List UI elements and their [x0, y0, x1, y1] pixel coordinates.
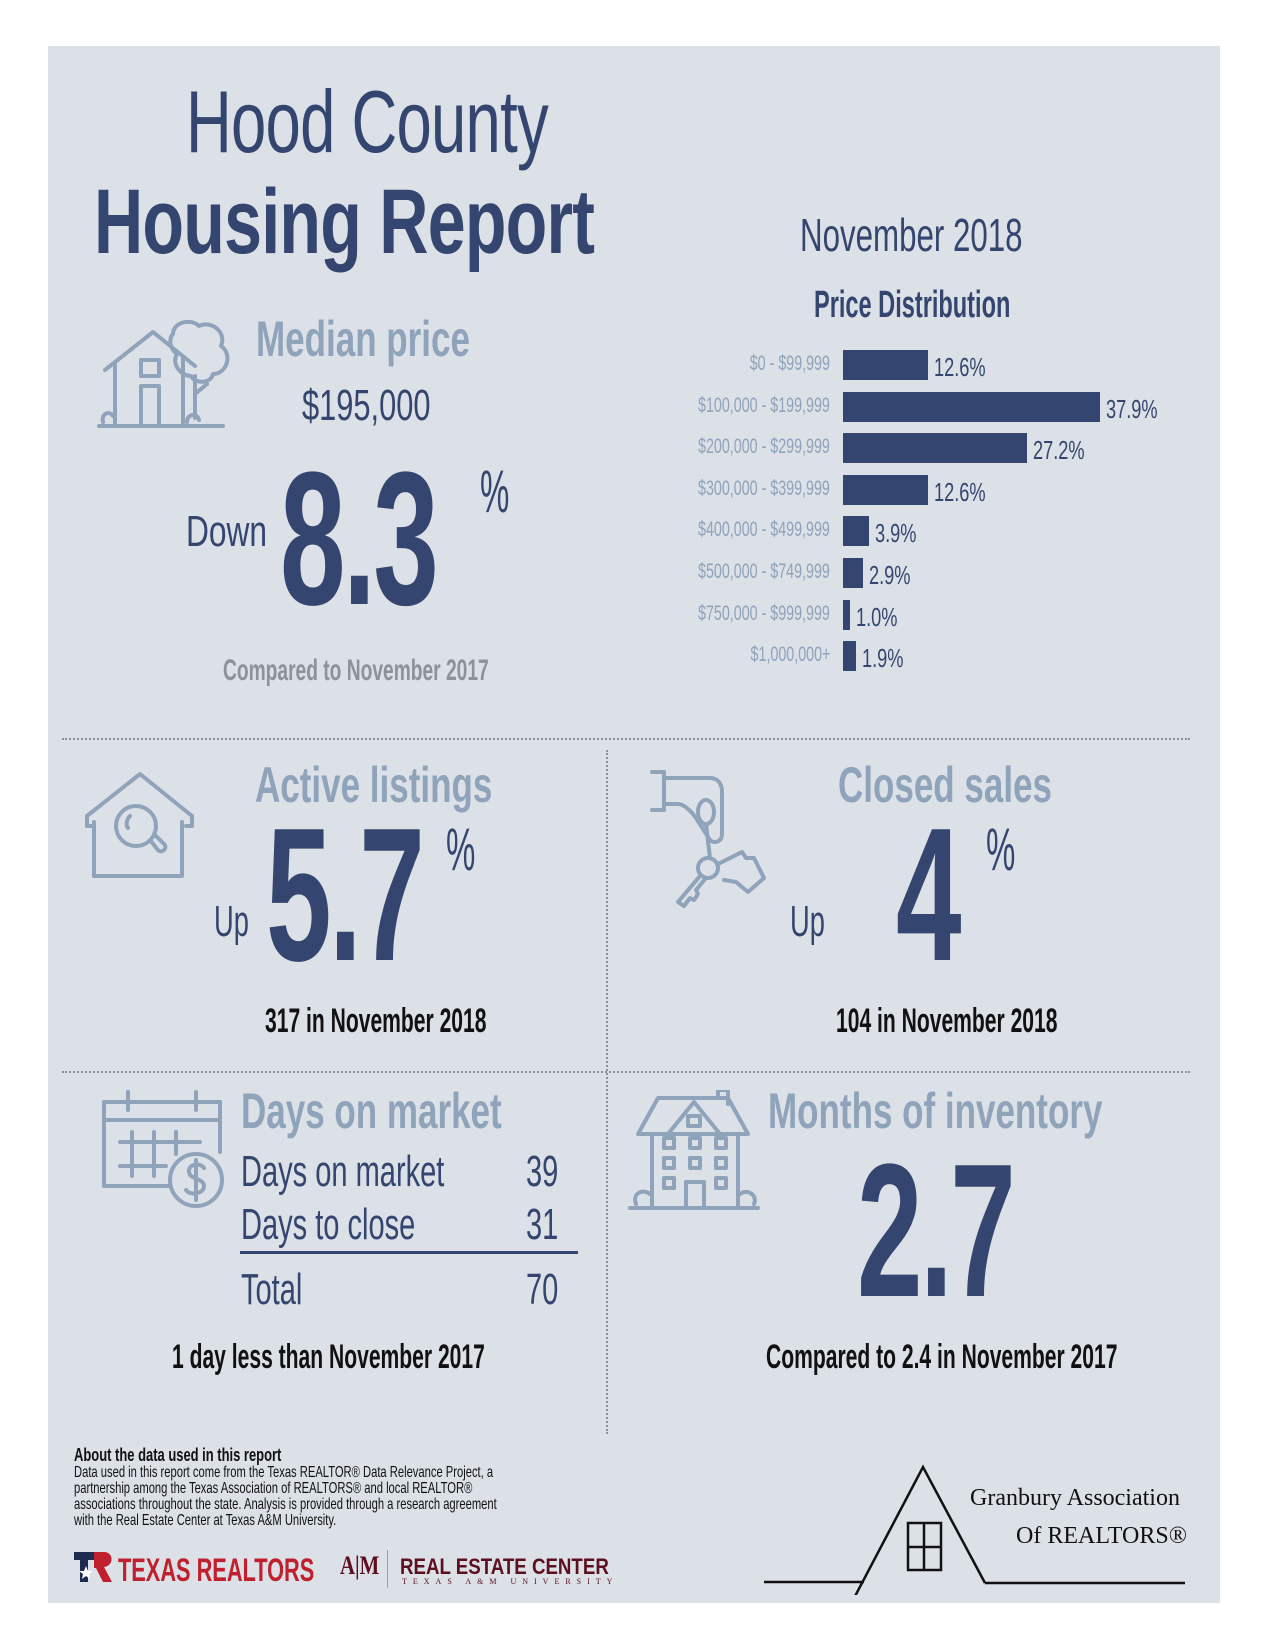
- chart-bar: [843, 558, 863, 588]
- title-line-1: Hood County: [186, 72, 549, 171]
- divider-top: [62, 738, 1190, 740]
- granbury-association-logo[interactable]: Granbury Association Of REALTORS®: [760, 1455, 1200, 1595]
- days-row-value-0: 39: [526, 1147, 559, 1196]
- about-line-0: Data used in this report come from the T…: [74, 1464, 494, 1481]
- chart-value-label: 12.6%: [934, 352, 987, 382]
- median-price-heading: Median price: [256, 311, 470, 367]
- active-listings-change-value: 5.7: [266, 789, 425, 1001]
- apartment-building-icon: [628, 1090, 768, 1215]
- chart-title: Price Distribution: [814, 284, 1011, 326]
- median-price-value: $195,000: [302, 381, 431, 430]
- days-on-market-heading: Days on market: [241, 1083, 502, 1139]
- about-line-1: partnership among the Texas Association …: [74, 1480, 473, 1497]
- chart-value-label: 3.9%: [875, 518, 917, 549]
- house-tree-icon: [95, 318, 245, 433]
- chart-category-label: $750,000 - $999,999: [698, 601, 830, 625]
- days-row-value-1: 31: [526, 1200, 559, 1249]
- closed-sales-heading: Closed sales: [838, 757, 1053, 813]
- chart-value-label: 12.6%: [934, 476, 987, 507]
- texas-realtors-tr-icon: [74, 1552, 112, 1582]
- a-frame-house-icon: [764, 1464, 1185, 1595]
- chart-bar: [843, 474, 929, 505]
- chart-category-label: $0 - $99,999: [749, 352, 830, 375]
- texas-realtors-wordmark: TEXAS REALTORS: [118, 1552, 315, 1588]
- atm-wordmark: A|M: [340, 1551, 380, 1580]
- report-panel: [48, 46, 1220, 1603]
- chart-bar: [843, 599, 850, 630]
- active-listings-detail: 317 in November 2018: [265, 1002, 487, 1040]
- about-title: About the data used in this report: [74, 1445, 282, 1465]
- chart-category-label: $400,000 - $499,999: [698, 518, 830, 542]
- real-estate-center-subtitle: TEXAS A&M UNIVERSITY: [402, 1577, 619, 1586]
- chart-category-label: $500,000 - $749,999: [698, 560, 830, 583]
- active-listings-heading: Active listings: [255, 757, 493, 813]
- median-comparison: Compared to November 2017: [223, 654, 489, 687]
- days-row-label-1: Days to close: [241, 1200, 416, 1249]
- months-inventory-detail: Compared to 2.4 in November 2017: [766, 1338, 1118, 1376]
- divider-middle: [62, 1071, 1190, 1073]
- days-row-label-0: Days on market: [241, 1147, 445, 1196]
- granbury-line-1: Granbury Association: [970, 1485, 1180, 1511]
- days-on-market-detail: 1 day less than November 2017: [172, 1338, 485, 1376]
- chart-value-label: 1.0%: [855, 601, 898, 632]
- chart-bar: [843, 391, 1100, 422]
- chart-category-label: $300,000 - $399,999: [698, 476, 830, 500]
- active-listings-direction: Up: [214, 897, 249, 946]
- active-listings-percent-sign: %: [446, 816, 476, 883]
- about-line-2: associations throughout the state. Analy…: [74, 1496, 497, 1513]
- chart-value-label: 2.9%: [868, 560, 911, 590]
- chart-category-label: $100,000 - $199,999: [698, 393, 830, 417]
- closed-sales-change-value: 4: [896, 789, 962, 1001]
- chart-bar: [843, 641, 856, 672]
- days-total-value: 70: [526, 1265, 559, 1314]
- closed-sales-percent-sign: %: [986, 816, 1016, 883]
- median-percent-sign: %: [480, 458, 510, 525]
- days-total-rule: [240, 1251, 578, 1254]
- hand-keys-icon: [648, 768, 778, 908]
- real-estate-center-logo[interactable]: REAL ESTATE CENTER: [400, 1554, 609, 1579]
- closed-sales-detail: 104 in November 2018: [836, 1002, 1058, 1040]
- chart-value-label: 27.2%: [1033, 435, 1086, 466]
- about-line-3: with the Real Estate Center at Texas A&M…: [74, 1512, 337, 1529]
- days-total-label: Total: [241, 1265, 303, 1314]
- logo-divider: [387, 1550, 388, 1588]
- chart-category-label: $200,000 - $299,999: [698, 435, 830, 459]
- months-inventory-value: 2.7: [857, 1125, 1016, 1337]
- granbury-line-2: Of REALTORS®: [1016, 1523, 1187, 1549]
- median-direction: Down: [186, 507, 267, 556]
- house-search-icon: [84, 766, 199, 881]
- chart-value-label: 1.9%: [861, 643, 904, 674]
- calendar-dollar-icon: [100, 1090, 230, 1215]
- closed-sales-direction: Up: [790, 897, 825, 946]
- chart-bar: [843, 433, 1028, 464]
- months-inventory-heading: Months of inventory: [768, 1083, 1103, 1139]
- median-change-value: 8.3: [280, 433, 439, 645]
- title-line-2: Housing Report: [94, 171, 595, 273]
- chart-bar: [843, 350, 929, 380]
- chart-category-label: $1,000,000+: [750, 643, 830, 667]
- chart-value-label: 37.9%: [1106, 393, 1158, 424]
- atm-logo[interactable]: A|M: [340, 1553, 389, 1579]
- report-period: November 2018: [800, 209, 1023, 261]
- divider-vertical: [606, 750, 608, 1434]
- price-distribution-chart: $0 - $99,999 12.6% $100,000 - $199,999 37.9…: [0, 0, 1275, 700]
- chart-bar: [843, 516, 870, 547]
